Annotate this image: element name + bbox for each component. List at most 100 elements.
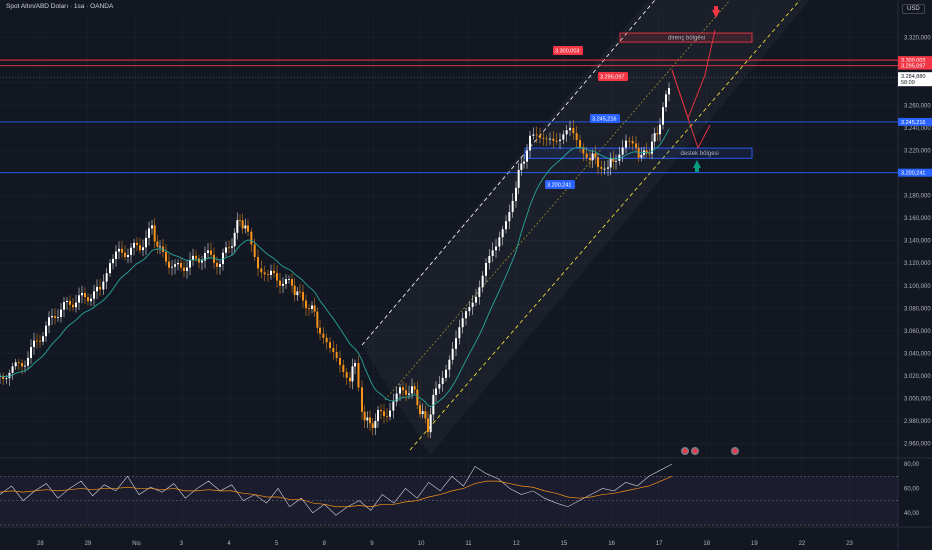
candle-body <box>501 229 504 238</box>
candle-body <box>572 127 575 134</box>
candle-body <box>395 393 398 402</box>
level-axis-label: 3.300,003 <box>901 58 925 64</box>
candle-body <box>201 260 203 263</box>
candle-body <box>515 187 517 201</box>
y-tick-label: 3.080,000 <box>904 306 931 312</box>
candle-body <box>653 133 656 142</box>
candle-body <box>257 257 259 269</box>
y-tick-label: 3.020,000 <box>904 374 931 380</box>
x-tick-label: 18 <box>703 541 710 547</box>
candle-body <box>582 147 585 154</box>
candle-body <box>529 135 531 151</box>
candle-body <box>465 311 467 319</box>
candle-body <box>618 154 621 161</box>
candle-body <box>276 273 278 281</box>
candle-body <box>121 248 123 253</box>
price-badge-label: 3.300,003 <box>555 49 579 55</box>
candle-body <box>389 410 391 417</box>
candle-body <box>488 256 491 263</box>
candle-body <box>569 127 571 131</box>
candle-body <box>118 248 120 252</box>
candle-body <box>555 140 558 142</box>
candle-body <box>363 411 366 421</box>
candle-body <box>392 401 395 411</box>
rsi-tick-label: 80,00 <box>904 462 920 468</box>
candle-body <box>471 302 474 308</box>
candle-body <box>250 231 253 245</box>
candle-body <box>112 258 114 264</box>
price-badge <box>553 46 583 55</box>
candle-body <box>429 414 432 433</box>
candle-body <box>90 298 92 302</box>
price-badge <box>590 114 620 123</box>
candle-body <box>63 302 65 310</box>
candle-body <box>374 421 377 428</box>
candle-body <box>282 283 284 286</box>
candle-body <box>48 317 50 326</box>
up-arrow-stem <box>695 167 699 172</box>
down-arrow-stem <box>714 6 718 11</box>
candle-body <box>458 327 461 339</box>
price-badge-label: 3.245,216 <box>592 117 616 123</box>
candle-body <box>366 417 369 421</box>
candle-body <box>662 107 664 125</box>
candle-body <box>481 275 484 288</box>
candle-body <box>204 252 206 261</box>
y-tick-label: 2.980,000 <box>904 419 931 425</box>
candle-body <box>105 273 108 282</box>
y-tick-label: 3.320,000 <box>904 36 931 42</box>
rsi-tick-label: 40,00 <box>904 511 920 517</box>
candle-body <box>159 246 161 248</box>
candle-body <box>511 200 514 213</box>
price-badge-label: 3.295,097 <box>600 75 624 81</box>
candle-body <box>532 134 535 136</box>
candle-body <box>339 357 341 366</box>
candle-body <box>451 348 454 360</box>
candle-body <box>195 255 197 259</box>
candle-body <box>498 237 501 247</box>
candle-body <box>233 232 236 247</box>
candle-body <box>335 352 338 358</box>
candle-body <box>57 316 59 318</box>
x-tick-label: 9 <box>370 541 374 547</box>
candle-body <box>594 153 597 158</box>
candle-body <box>345 372 348 378</box>
candle-body <box>369 417 371 424</box>
candle-body <box>21 362 23 367</box>
candle-body <box>468 307 471 312</box>
candle-body <box>438 383 441 389</box>
candle-body <box>413 386 416 390</box>
x-tick-label: 29 <box>85 541 92 547</box>
candle-body <box>42 336 44 342</box>
candle-body <box>180 262 182 268</box>
currency-button[interactable]: USD <box>902 4 925 14</box>
candle-body <box>591 153 594 161</box>
candle-body <box>186 267 188 271</box>
symbol-title: Spot Altın/ABD Doları · 1sa · OANDA <box>6 3 114 10</box>
candle-body <box>30 346 32 358</box>
rsi-ma-line <box>0 475 673 508</box>
candle-body <box>66 300 68 303</box>
x-tick-label: 12 <box>513 541 520 547</box>
candle-body <box>189 260 191 268</box>
price-badge <box>545 180 575 189</box>
candle-body <box>332 347 335 353</box>
level-axis-label: 3.200,241 <box>901 171 925 177</box>
candle-body <box>99 286 101 290</box>
x-tick-label: 3 <box>180 541 184 547</box>
candle-body <box>441 377 444 384</box>
candle-body <box>607 167 609 169</box>
candle-body <box>651 141 653 154</box>
candle-body <box>69 300 71 305</box>
candle-body <box>549 138 551 140</box>
channel-lower-line <box>409 0 801 451</box>
candle-body <box>81 292 83 296</box>
candle-body <box>225 247 227 253</box>
candle-body <box>448 359 451 370</box>
rsi-tick-label: 60,00 <box>904 486 920 492</box>
candle-body <box>133 242 135 248</box>
candle-body <box>165 251 167 262</box>
y-tick-label: 3.240,000 <box>904 126 931 132</box>
